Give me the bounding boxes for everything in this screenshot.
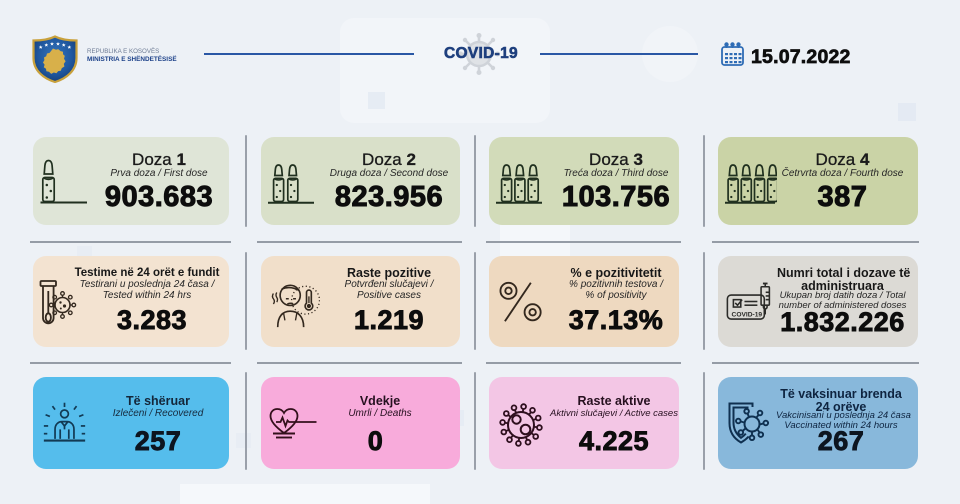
svg-text:COVID-19: COVID-19 (732, 311, 763, 318)
